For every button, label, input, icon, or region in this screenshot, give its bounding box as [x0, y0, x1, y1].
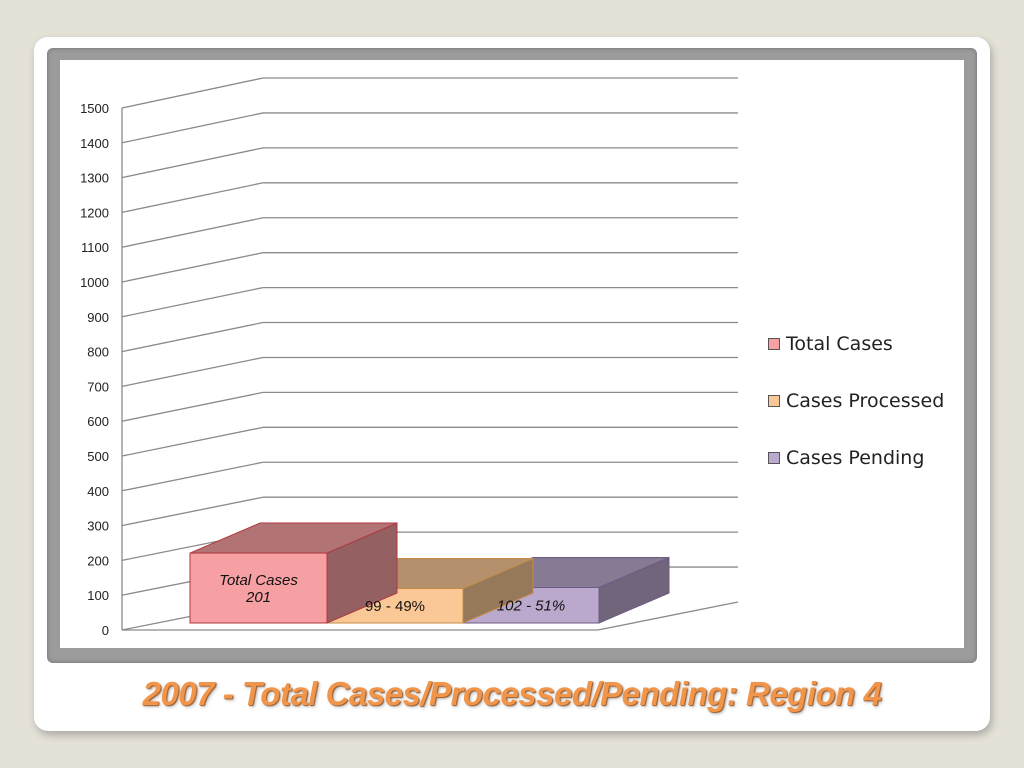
y-tick-label: 1100: [81, 240, 109, 255]
data-label-total-cases: Total Cases 201: [219, 572, 298, 606]
legend-item-cases-pending: Cases Pending: [768, 446, 944, 469]
gridline-side-1200: [121, 182, 264, 214]
y-tick-label: 200: [87, 553, 109, 568]
legend: Total Cases Cases Processed Cases Pendin…: [768, 332, 944, 469]
bar-front-total-cases: [189, 552, 328, 624]
y-tick-label: 0: [102, 623, 109, 638]
y-tick-label: 1200: [80, 205, 109, 220]
legend-item-total-cases: Total Cases: [768, 332, 944, 355]
y-tick-label: 1000: [80, 275, 109, 290]
gridline-side-1100: [121, 217, 264, 248]
gridline-side-300: [121, 496, 264, 527]
y-tick-label: 1500: [80, 101, 109, 116]
y-tick-label: 1400: [80, 136, 109, 151]
gridline-side-1300: [121, 147, 264, 179]
gridline-side-700: [121, 356, 264, 388]
data-label-line: 99 - 49%: [365, 598, 425, 615]
gridline-side-1400: [121, 112, 264, 144]
data-label-line: Total Cases: [219, 572, 298, 589]
gridline-side-800: [121, 321, 264, 353]
legend-swatch-cases-pending: [768, 451, 780, 464]
y-tick-label: 800: [87, 345, 109, 360]
y-tick-label: 500: [87, 449, 109, 464]
slide-title: 2007 - Total Cases/Processed/Pending: Re…: [142, 675, 882, 712]
legend-swatch-total-cases: [768, 337, 780, 350]
legend-label-cases-processed: Cases Processed: [786, 389, 945, 412]
data-label-line: 102 - 51%: [497, 597, 565, 614]
y-tick-label: 400: [87, 484, 109, 499]
data-label-cases-processed: 99 - 49%: [365, 598, 425, 615]
gridline-side-600: [121, 391, 264, 422]
floor-right-edge: [597, 601, 739, 631]
y-tick-label: 300: [87, 519, 109, 534]
y-tick-label: 900: [87, 310, 109, 325]
legend-label-cases-pending: Cases Pending: [786, 446, 925, 469]
y-tick-label: 600: [87, 414, 109, 429]
y-tick-label: 100: [87, 588, 109, 603]
data-label-line: 201: [245, 589, 271, 606]
y-tick-label: 700: [87, 379, 109, 394]
gridline-side-1000: [121, 252, 264, 283]
y-tick-label: 1300: [80, 171, 109, 186]
legend-swatch-cases-processed: [768, 394, 780, 407]
gridline-side-1500: [121, 77, 264, 109]
data-label-cases-pending: 102 - 51%: [497, 597, 565, 614]
legend-label-total-cases: Total Cases: [786, 332, 893, 355]
gridline-side-400: [121, 461, 264, 492]
bar-total-cases: [189, 522, 398, 624]
gridline-side-500: [121, 426, 264, 457]
legend-item-cases-processed: Cases Processed: [768, 389, 944, 412]
gridline-side-900: [121, 286, 264, 318]
